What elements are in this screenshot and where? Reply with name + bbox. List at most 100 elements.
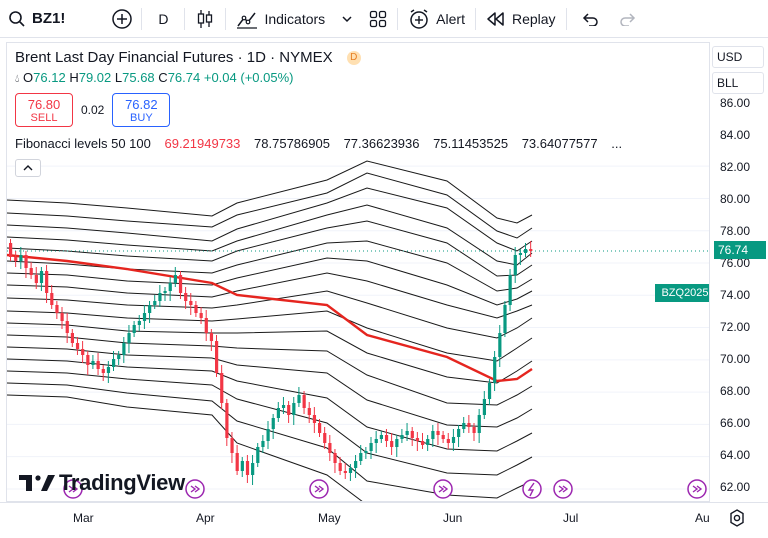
layout-button[interactable] (359, 0, 397, 38)
candle-body (266, 429, 270, 441)
indicators-button[interactable]: Indicators (226, 0, 335, 38)
candle-body (369, 443, 373, 451)
candle-body (297, 395, 301, 403)
fib-band-line (7, 172, 533, 239)
legend-title: Brent Last Day Financial Futures · 1D · … (15, 49, 333, 66)
price-tick: 64.00 (720, 448, 751, 462)
candle-body (122, 343, 126, 355)
low-label: L (114, 70, 123, 85)
fib-value-5: 73.64077577 (521, 136, 598, 151)
candle-body (493, 357, 497, 383)
candle-body (395, 439, 399, 447)
indicators-label: Indicators (264, 10, 326, 27)
candle-body (467, 423, 471, 427)
fib-band-line (7, 370, 533, 476)
toolbar-divider (397, 7, 399, 30)
candle-body (29, 268, 33, 275)
fib-band-line (7, 358, 533, 452)
tradingview-logo-icon (19, 475, 55, 491)
interval-label: D (158, 10, 169, 27)
sell-button[interactable]: 76.80 SELL (15, 93, 73, 127)
fib-band-line (7, 334, 533, 406)
candle-body (338, 463, 342, 471)
event-arrow-icon (314, 485, 325, 493)
event-arrow-icon (438, 485, 449, 493)
open-value: 76.12 (33, 70, 66, 85)
fib-band-line (7, 187, 533, 252)
candle-body (148, 305, 152, 313)
candle-body (529, 249, 533, 251)
candle-body (431, 431, 435, 439)
lightning-bolt-icon (527, 482, 535, 497)
high-label: H (69, 70, 79, 85)
trade-panel: 76.80 SELL 0.02 76.82 BUY (15, 93, 171, 127)
tradingview-logo[interactable]: TradingView (19, 470, 185, 496)
time-label: Au (695, 511, 710, 525)
candle-body (307, 408, 311, 415)
fib-band-line (7, 310, 533, 362)
time-label: Jul (563, 511, 579, 525)
candle-body (400, 435, 404, 439)
chart-type-button[interactable] (185, 0, 225, 38)
buy-price: 76.82 (125, 97, 158, 112)
currency-selector[interactable]: USD (712, 46, 764, 68)
candle-body (75, 343, 80, 349)
candle-body (343, 471, 347, 473)
fib-band-line (7, 160, 533, 224)
collapse-legend-button[interactable] (15, 159, 41, 177)
candle-body (446, 439, 450, 443)
replay-button[interactable]: Replay (476, 0, 566, 38)
redo-button[interactable] (613, 0, 643, 38)
candle-body (117, 355, 121, 359)
open-label: O (23, 70, 34, 85)
indicators-dropdown[interactable] (335, 0, 359, 38)
candle-body (189, 301, 193, 305)
candle-body (390, 441, 394, 447)
compare-button[interactable] (103, 0, 141, 38)
sell-label: SELL (30, 112, 58, 124)
alert-label: Alert (436, 10, 465, 27)
candle-body (379, 435, 383, 439)
time-axis[interactable]: Mar Apr May Jun Jul Au (0, 502, 768, 538)
gear-icon[interactable] (728, 509, 746, 527)
candle-body (359, 453, 363, 461)
chevron-up-icon (23, 165, 33, 171)
alert-button[interactable]: Alert (398, 0, 475, 38)
close-value: 76.74 (167, 70, 201, 85)
fib-more: ... (611, 136, 623, 151)
time-label: Apr (196, 511, 215, 525)
interval-button[interactable]: D (142, 0, 184, 38)
price-axis[interactable]: USD BLL 86.00 84.00 82.00 80.00 78.00 76.00 74… (712, 42, 768, 502)
candle-body (194, 305, 198, 313)
buy-button[interactable]: 76.82 BUY (112, 93, 171, 127)
candle-body (34, 275, 38, 283)
fib-band-line (7, 394, 363, 501)
candle-body (209, 333, 214, 341)
candle-body (50, 293, 54, 305)
candle-body (318, 423, 322, 433)
candle-body (524, 249, 528, 253)
teardrop-icon: 💧︎ (15, 73, 20, 85)
candle-body (81, 349, 85, 355)
chart-pane[interactable]: Brent Last Day Financial Futures · 1D · … (6, 42, 710, 502)
candle-body (235, 453, 239, 471)
price-tick: 86.00 (720, 96, 751, 110)
undo-button[interactable] (567, 0, 613, 38)
unit-selector[interactable]: BLL (712, 72, 764, 94)
candle-body (364, 451, 368, 453)
symbol-search[interactable]: BZ1! (0, 0, 73, 38)
series-legend: Brent Last Day Financial Futures · 1D · … (15, 49, 361, 86)
candle-body (287, 405, 291, 415)
price-tick: 82.00 (720, 160, 751, 174)
close-label: C (158, 70, 168, 85)
price-tick: 76.00 (720, 256, 751, 270)
candle-body (271, 418, 275, 429)
candle-body (436, 431, 440, 435)
candle-body (354, 461, 358, 468)
delayed-badge[interactable]: D (346, 51, 361, 66)
fibonacci-legend[interactable]: Fibonacci levels 50 100 69.21949733 78.7… (15, 136, 632, 151)
candle-body (199, 313, 203, 318)
price-chart[interactable] (7, 43, 710, 502)
candle-body (9, 243, 13, 257)
candle-body (457, 429, 461, 437)
